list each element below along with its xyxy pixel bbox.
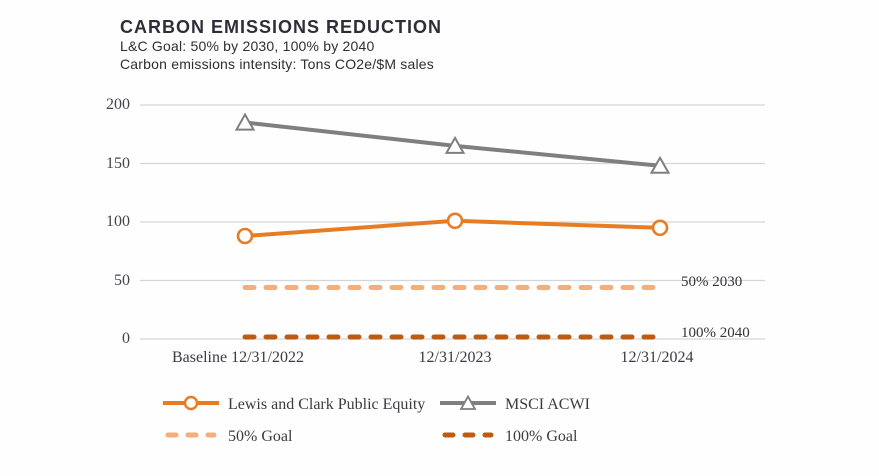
y-axis-tick-label: 100 — [106, 213, 130, 230]
series-end-label-50-goal: 50% 2030 — [681, 274, 743, 290]
legend-label-public-equity: Lewis and Clark Public Equity — [228, 396, 426, 413]
series-end-label-100-goal: 100% 2040 — [681, 325, 750, 341]
legend-label-msci-acwi: MSCI ACWI — [505, 396, 590, 413]
data-point-marker-msci-acwi — [444, 135, 466, 154]
x-axis-tick-label: 12/31/2023 — [418, 349, 492, 366]
legend-swatch-public-equity — [163, 394, 219, 417]
data-point-marker-msci-acwi — [649, 155, 671, 174]
legend-swatch-icon — [165, 432, 217, 437]
legend-swatch-50-goal — [163, 426, 219, 449]
chart-subtitle-goal: L&C Goal: 50% by 2030, 100% by 2040 — [120, 38, 375, 54]
x-axis-tick-label: 12/31/2024 — [620, 349, 694, 366]
y-axis-tick-label: 50 — [114, 272, 130, 289]
legend-label-50-goal: 50% Goal — [228, 428, 293, 445]
y-axis-tick-label: 0 — [122, 330, 130, 347]
chart-title: CARBON EMISSIONS REDUCTION — [120, 17, 443, 37]
legend-item-msci-acwi: MSCI ACWI — [440, 394, 590, 417]
chart-subtitle-units: Carbon emissions intensity: Tons CO2e/$M… — [120, 55, 434, 72]
data-point-marker-lewis-and-clark-public-equity — [236, 227, 254, 245]
legend-swatch-icon — [163, 395, 219, 410]
legend-label-100-goal: 100% Goal — [505, 428, 578, 445]
data-point-marker-lewis-and-clark-public-equity — [651, 219, 669, 237]
legend-swatch-icon — [442, 432, 494, 437]
legend-swatch-100-goal — [440, 426, 496, 449]
y-axis-tick-label: 150 — [106, 155, 130, 172]
legend-item-public-equity: Lewis and Clark Public Equity — [163, 394, 426, 417]
data-point-marker-lewis-and-clark-public-equity — [446, 212, 464, 230]
legend-item-50-goal: 50% Goal — [163, 428, 292, 446]
chart-header: CARBON EMISSIONS REDUCTION L&C Goal: 50%… — [120, 16, 442, 73]
data-point-marker-msci-acwi — [234, 112, 256, 131]
x-axis-tick-label: Baseline 12/31/2022 — [172, 349, 304, 366]
legend-swatch-icon — [440, 394, 496, 410]
y-axis-tick-label: 200 — [106, 96, 130, 113]
legend-item-100-goal: 100% Goal — [440, 428, 577, 446]
legend-swatch-msci-acwi — [440, 394, 496, 417]
